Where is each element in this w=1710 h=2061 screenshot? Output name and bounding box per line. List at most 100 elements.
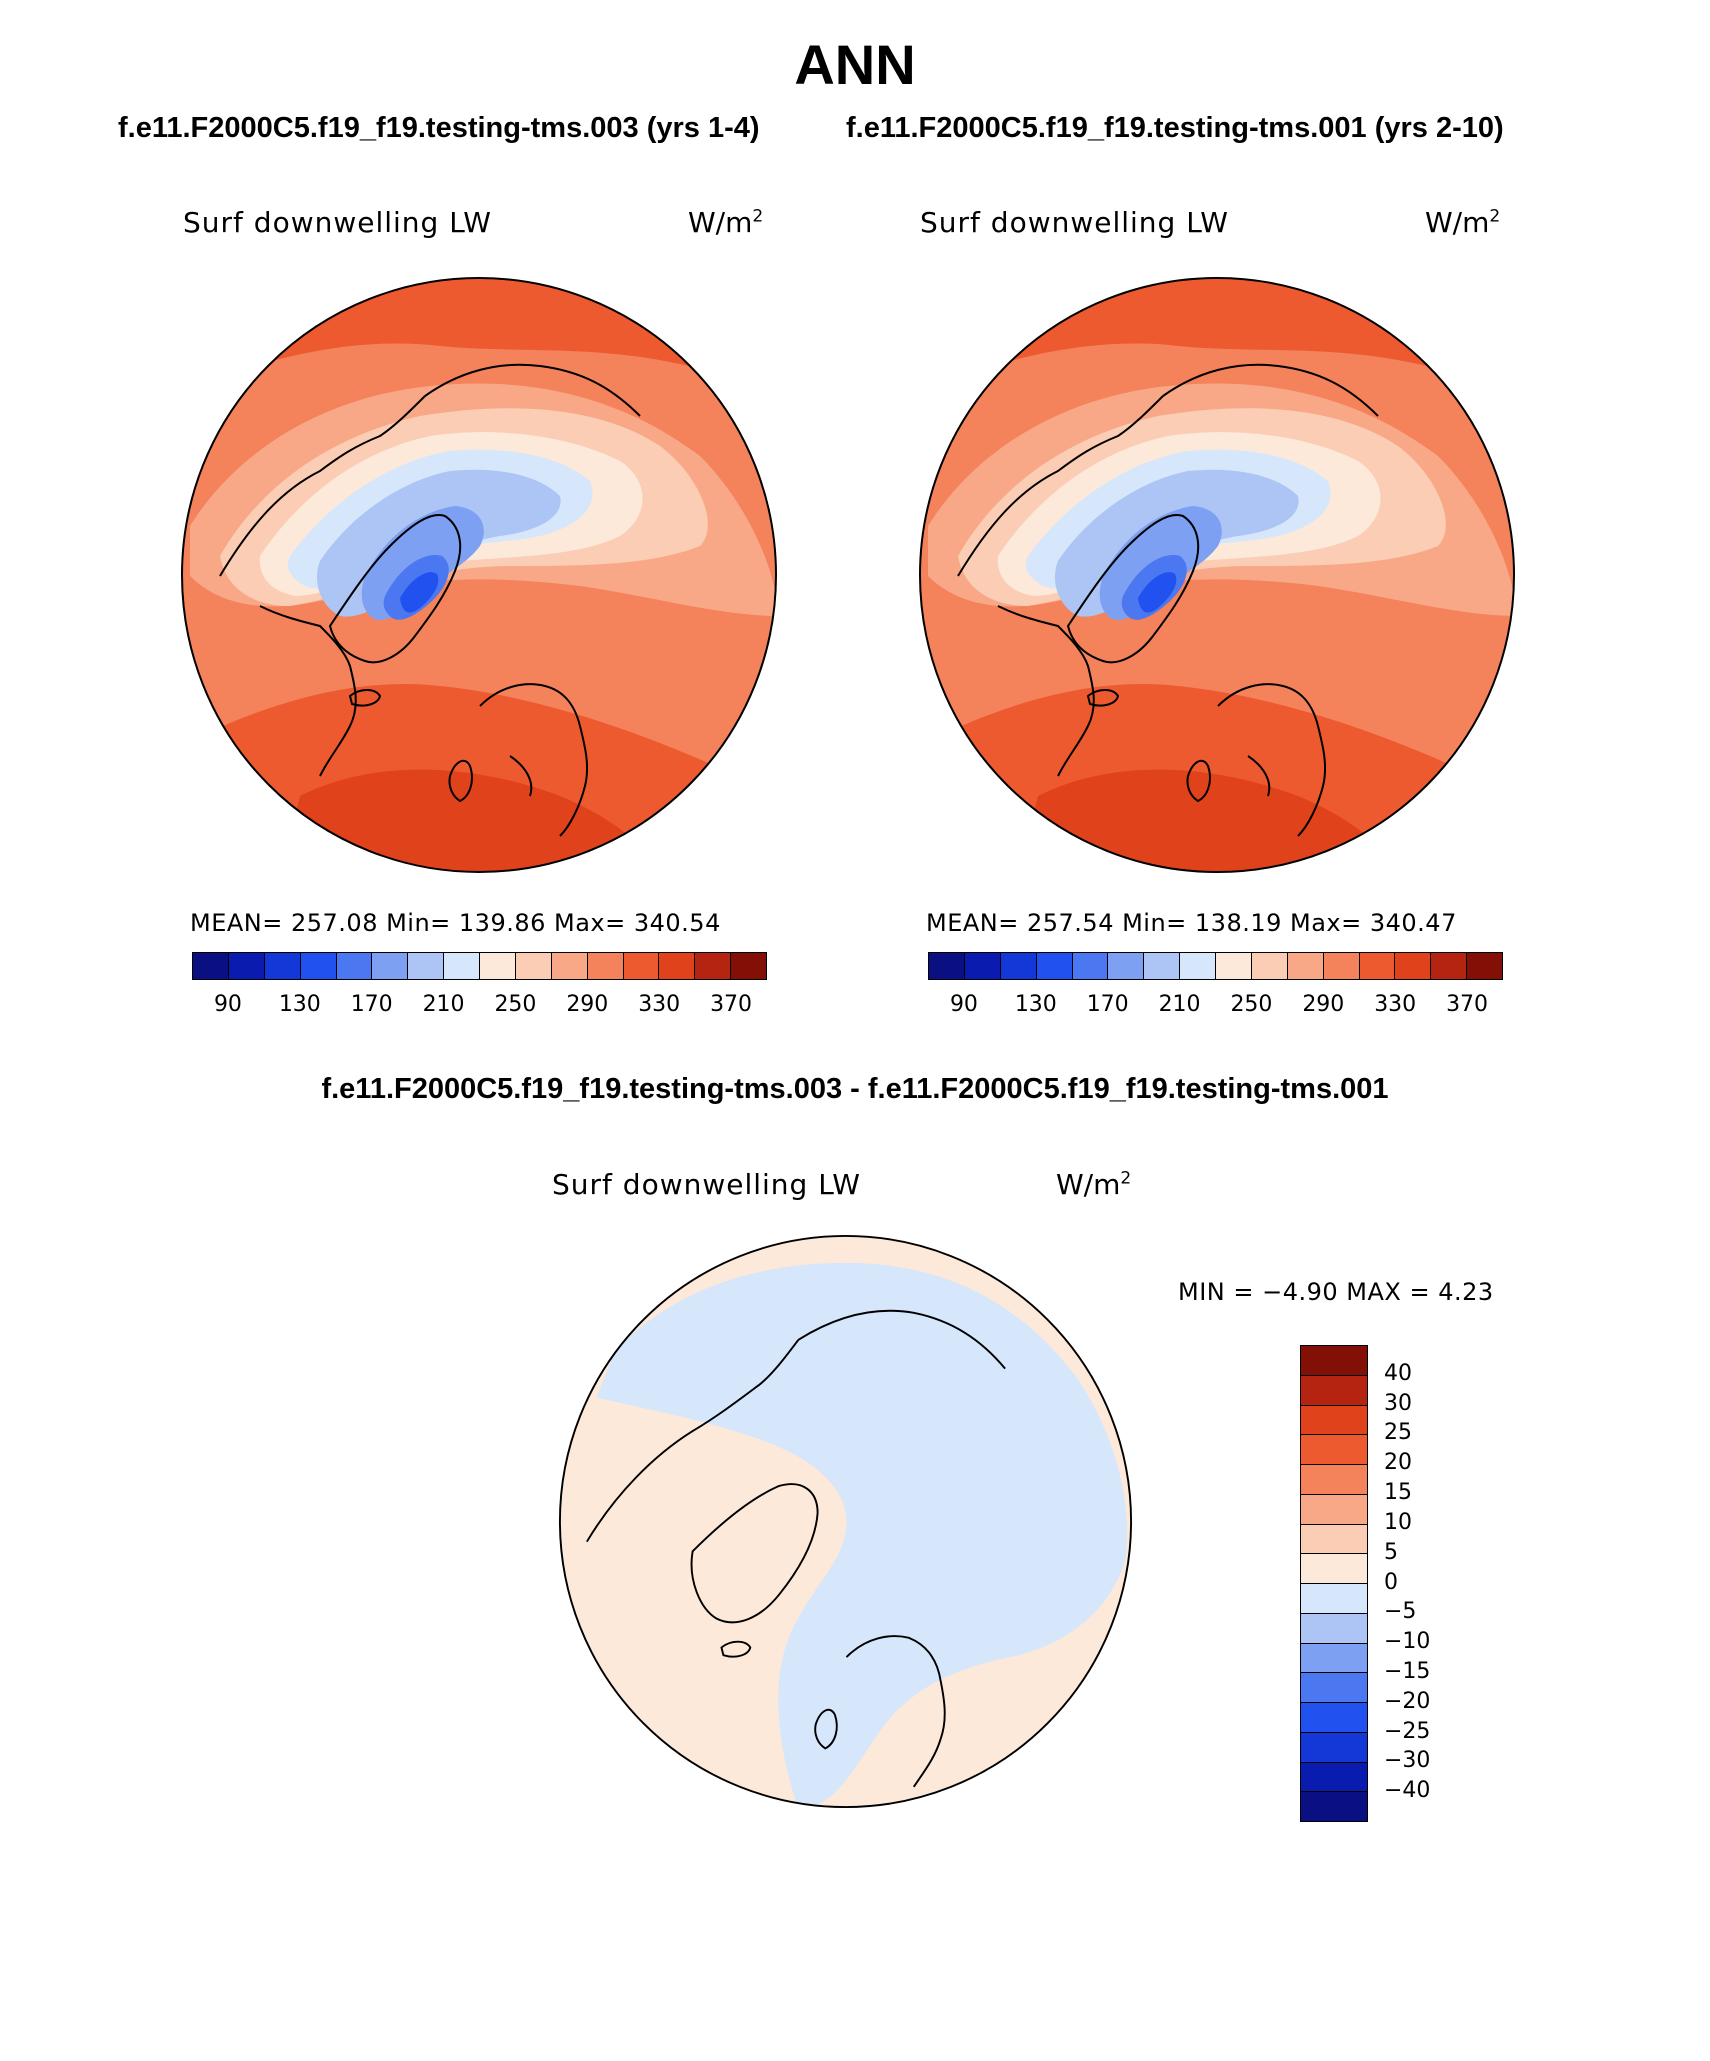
left-units-label: W/m2 — [688, 206, 764, 239]
colorbar-swatch — [1431, 953, 1468, 979]
colorbar-swatch — [372, 953, 409, 979]
coastline-eurasia — [797, 1309, 1006, 1788]
difference-case-title: f.e11.F2000C5.f19_f19.testing-tms.003 - … — [321, 1073, 1389, 1105]
right-polar-map — [919, 277, 1515, 873]
colorbar-swatch — [1467, 953, 1502, 979]
right-units-label: W/m2 — [1425, 206, 1501, 239]
colorbar-swatch — [300, 953, 337, 979]
colorbar-tick-label: −10 — [1384, 1629, 1431, 1655]
colorbar-tick-label: 370 — [1446, 992, 1489, 1017]
coastline-iceland — [348, 689, 382, 707]
colorbar-swatch — [444, 953, 480, 979]
coastline-north-america — [957, 395, 1164, 777]
colorbar-tick-label: 10 — [1384, 1509, 1412, 1535]
colorbar-swatch — [1301, 1465, 1367, 1495]
colorbar-tick-label: −25 — [1384, 1718, 1431, 1744]
colorbar-tick-label: 130 — [1014, 992, 1057, 1017]
page-title: ANN — [794, 33, 916, 96]
right-colorbar-ticks: 90 130 170 210 250 290 330 370 — [928, 992, 1503, 1022]
left-stats: MEAN= 257.08 Min= 139.86 Max= 340.54 — [190, 909, 721, 937]
colorbar-swatch — [1301, 1405, 1367, 1436]
coastline-britain — [1186, 759, 1211, 803]
diff-minmax-stats: MIN = −4.90 MAX = 4.23 — [1178, 1278, 1494, 1306]
colorbar-swatch — [1301, 1554, 1367, 1584]
colorbar-swatch — [1301, 1524, 1367, 1555]
colorbar-swatch — [1301, 1673, 1367, 1703]
colorbar-swatch — [551, 953, 588, 979]
field-band-150 — [1138, 572, 1177, 613]
colorbar-swatch — [1000, 953, 1037, 979]
left-polar-map — [181, 277, 777, 873]
colorbar-swatch — [1395, 953, 1432, 979]
coastline-eurasia — [1162, 363, 1379, 837]
coastline-iceland — [1086, 689, 1120, 707]
diff-units-label: W/m2 — [1056, 1168, 1132, 1201]
colorbar-swatch — [1323, 953, 1360, 979]
colorbar-tick-label: 210 — [422, 992, 465, 1017]
colorbar-tick-label: 290 — [566, 992, 609, 1017]
colorbar-tick-label: −20 — [1384, 1688, 1431, 1714]
diff-colorbar — [1300, 1345, 1368, 1822]
map-boundary — [558, 1234, 1133, 1809]
right-colorbar — [928, 952, 1503, 980]
colorbar-tick-label: −40 — [1384, 1778, 1431, 1804]
colorbar-tick-label: 290 — [1302, 992, 1345, 1017]
colorbar-tick-label: 20 — [1384, 1450, 1412, 1476]
colorbar-swatch — [193, 953, 229, 979]
coastline-eurasia — [424, 363, 641, 837]
left-case-title: f.e11.F2000C5.f19_f19.testing-tms.003 (y… — [118, 112, 760, 144]
colorbar-tick-label: 40 — [1384, 1360, 1412, 1386]
colorbar-swatch — [1301, 1703, 1367, 1733]
colorbar-swatch — [1036, 953, 1073, 979]
colorbar-tick-label: 5 — [1384, 1539, 1398, 1565]
field-band-350-atlantic — [1018, 769, 1398, 872]
colorbar-tick-label: 90 — [949, 992, 978, 1017]
field-band-350-atlantic — [280, 769, 660, 872]
colorbar-swatch — [1180, 953, 1216, 979]
colorbar-tick-label: 170 — [350, 992, 393, 1017]
map-boundary — [181, 277, 777, 873]
colorbar-swatch — [228, 953, 265, 979]
colorbar-tick-label: 250 — [1230, 992, 1273, 1017]
colorbar-tick-label: 170 — [1086, 992, 1129, 1017]
colorbar-swatch — [1301, 1762, 1367, 1793]
coastline-britain — [448, 759, 473, 803]
field-band-0-to-5-greenland — [691, 1484, 818, 1623]
colorbar-swatch — [1301, 1375, 1367, 1406]
colorbar-swatch — [1301, 1732, 1367, 1763]
colorbar-swatch — [515, 953, 552, 979]
colorbar-tick-label: 30 — [1384, 1390, 1412, 1416]
field-band-150 — [400, 572, 439, 613]
colorbar-swatch — [1359, 953, 1396, 979]
colorbar-swatch — [1301, 1792, 1367, 1821]
colorbar-tick-label: 330 — [638, 992, 681, 1017]
left-variable-label: Surf downwelling LW — [183, 206, 492, 239]
coastline-north-america — [586, 1339, 800, 1543]
coastline-britain — [814, 1708, 838, 1750]
colorbar-swatch — [929, 953, 965, 979]
left-colorbar — [192, 952, 767, 980]
colorbar-tick-label: −30 — [1384, 1748, 1431, 1774]
difference-polar-map — [558, 1234, 1133, 1809]
colorbar-tick-label: 25 — [1384, 1420, 1412, 1446]
coastline-greenland — [1066, 514, 1200, 664]
colorbar-tick-label: 330 — [1374, 992, 1417, 1017]
colorbar-tick-label: 130 — [278, 992, 321, 1017]
colorbar-swatch — [480, 953, 516, 979]
colorbar-tick-label: 250 — [494, 992, 537, 1017]
diff-colorbar-ticks: 40 30 25 20 15 10 5 0 −5 −10 −15 −20 −25 −30 −40 — [1384, 1345, 1464, 1822]
right-stats: MEAN= 257.54 Min= 138.19 Max= 340.47 — [926, 909, 1457, 937]
colorbar-swatch — [659, 953, 696, 979]
colorbar-swatch — [1301, 1435, 1367, 1465]
colorbar-swatch — [1301, 1346, 1367, 1376]
colorbar-swatch — [695, 953, 732, 979]
colorbar-swatch — [1301, 1643, 1367, 1674]
colorbar-swatch — [623, 953, 660, 979]
colorbar-swatch — [264, 953, 301, 979]
colorbar-swatch — [1108, 953, 1145, 979]
colorbar-tick-label: 0 — [1384, 1569, 1398, 1595]
colorbar-swatch — [731, 953, 766, 979]
colorbar-swatch — [1287, 953, 1324, 979]
colorbar-tick-label: 15 — [1384, 1480, 1412, 1506]
colorbar-swatch — [1301, 1613, 1367, 1644]
